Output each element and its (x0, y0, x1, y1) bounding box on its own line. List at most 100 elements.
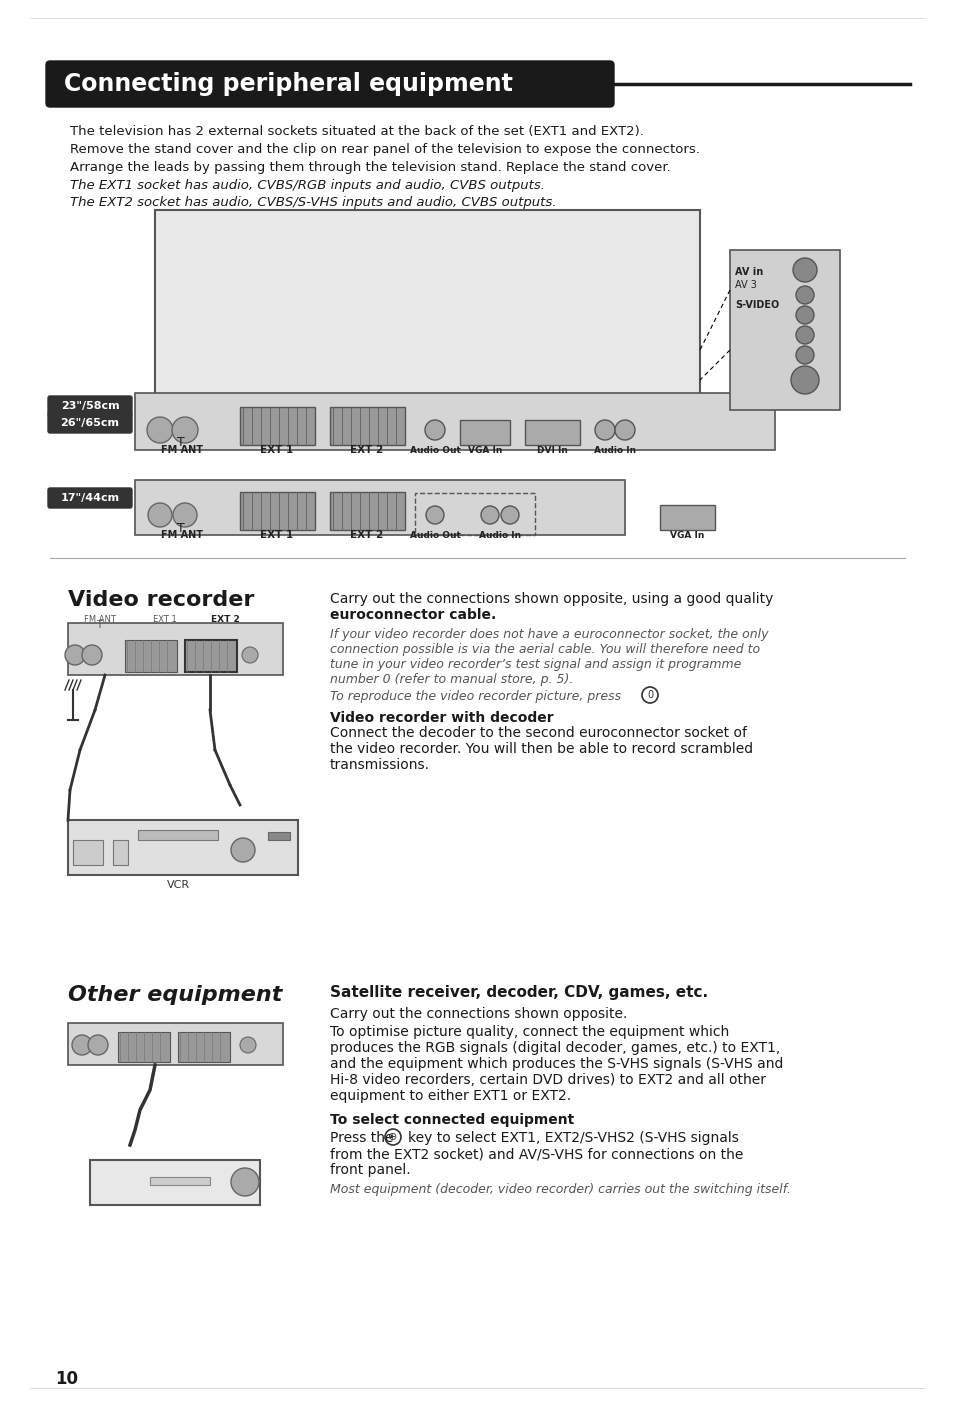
Text: connection possible is via the aerial cable. You will therefore need to: connection possible is via the aerial ca… (330, 643, 760, 656)
Text: the video recorder. You will then be able to record scrambled: the video recorder. You will then be abl… (330, 742, 752, 756)
Circle shape (240, 1037, 255, 1052)
Text: Remove the stand cover and the clip on rear panel of the television to expose th: Remove the stand cover and the clip on r… (70, 143, 700, 156)
Text: 26"/65cm: 26"/65cm (60, 419, 119, 429)
Circle shape (231, 1168, 258, 1196)
Text: Carry out the connections shown opposite.: Carry out the connections shown opposite… (330, 1007, 627, 1021)
Circle shape (82, 645, 102, 665)
Text: T: T (177, 436, 185, 450)
Bar (150, 1177, 210, 1184)
Circle shape (480, 506, 498, 524)
Text: front panel.: front panel. (330, 1163, 410, 1177)
Text: Carry out the connections shown opposite, using a good quality: Carry out the connections shown opposite… (330, 592, 773, 606)
Bar (330, 407, 405, 445)
Circle shape (71, 1035, 91, 1055)
Circle shape (65, 645, 85, 665)
Text: DVI In: DVI In (536, 445, 567, 455)
Text: key to select EXT1, EXT2/S-VHS2 (S-VHS signals: key to select EXT1, EXT2/S-VHS2 (S-VHS s… (408, 1131, 739, 1145)
Text: ⊕: ⊕ (388, 1132, 397, 1142)
Text: Audio Out: Audio Out (409, 445, 460, 455)
Circle shape (426, 506, 443, 524)
Text: euroconnector cable.: euroconnector cable. (330, 608, 496, 622)
Bar (729, 250, 840, 410)
Bar (240, 492, 314, 530)
Text: Audio In: Audio In (594, 445, 636, 455)
Circle shape (242, 646, 257, 663)
Bar (118, 1033, 170, 1062)
Bar (415, 493, 535, 535)
Text: 0: 0 (646, 690, 653, 700)
Text: number 0 (refer to manual store, p. 5).: number 0 (refer to manual store, p. 5). (330, 673, 573, 686)
Text: EXT 1: EXT 1 (260, 530, 294, 540)
Bar (240, 407, 314, 445)
Text: 10: 10 (55, 1370, 78, 1388)
Circle shape (615, 420, 635, 440)
Text: Video recorder with decoder: Video recorder with decoder (330, 711, 553, 725)
Text: Audio In: Audio In (478, 531, 520, 540)
Text: EXT 2: EXT 2 (350, 530, 383, 540)
FancyBboxPatch shape (48, 413, 132, 433)
Circle shape (792, 259, 816, 282)
Text: transmissions.: transmissions. (330, 759, 430, 771)
Text: EXT 1: EXT 1 (260, 445, 294, 455)
Text: equipment to either EXT1 or EXT2.: equipment to either EXT1 or EXT2. (330, 1089, 571, 1103)
Text: 23"/58cm: 23"/58cm (61, 400, 119, 412)
Text: EXT 2: EXT 2 (211, 615, 239, 624)
Text: EXT 2: EXT 2 (350, 445, 383, 455)
Bar (135, 393, 774, 450)
Circle shape (172, 417, 198, 443)
FancyBboxPatch shape (48, 488, 132, 509)
Circle shape (595, 420, 615, 440)
Bar (138, 830, 218, 840)
Circle shape (231, 837, 254, 863)
Bar (459, 420, 510, 445)
Text: Video recorder: Video recorder (68, 590, 254, 610)
FancyBboxPatch shape (48, 396, 132, 416)
Text: Audio Out: Audio Out (409, 531, 460, 540)
Text: Arrange the leads by passing them through the television stand. Replace the stan: Arrange the leads by passing them throug… (70, 162, 670, 174)
Circle shape (795, 287, 813, 303)
Circle shape (147, 417, 172, 443)
Text: AV 3: AV 3 (734, 280, 756, 289)
Text: To reproduce the video recorder picture, press: To reproduce the video recorder picture,… (330, 690, 620, 702)
Text: FM ANT: FM ANT (84, 615, 116, 624)
Bar (178, 1033, 230, 1062)
Text: Press the: Press the (330, 1131, 393, 1145)
Text: The television has 2 external sockets situated at the back of the set (EXT1 and : The television has 2 external sockets si… (70, 125, 643, 138)
Bar (90, 1161, 260, 1205)
Text: VGA In: VGA In (669, 531, 703, 540)
Text: S-VIDEO: S-VIDEO (734, 301, 779, 311)
Text: FM ANT: FM ANT (161, 530, 203, 540)
Text: Connecting peripheral equipment: Connecting peripheral equipment (64, 72, 513, 96)
Text: To select connected equipment: To select connected equipment (330, 1113, 574, 1127)
Circle shape (795, 306, 813, 325)
Circle shape (795, 346, 813, 364)
Text: VGA In: VGA In (467, 445, 501, 455)
Circle shape (500, 506, 518, 524)
Text: 17"/44cm: 17"/44cm (60, 493, 119, 503)
Text: EXT 1: EXT 1 (153, 615, 176, 624)
FancyBboxPatch shape (46, 60, 614, 107)
Circle shape (172, 503, 196, 527)
Bar (125, 641, 177, 672)
Circle shape (148, 503, 172, 527)
Text: FM ANT: FM ANT (161, 445, 203, 455)
Text: T: T (177, 523, 185, 535)
Text: The EXT2 socket has audio, CVBS/S-VHS inputs and audio, CVBS outputs.: The EXT2 socket has audio, CVBS/S-VHS in… (70, 197, 556, 209)
Text: AV in: AV in (734, 267, 762, 277)
Bar (135, 481, 624, 535)
Text: Hi-8 video recorders, certain DVD drives) to EXT2 and all other: Hi-8 video recorders, certain DVD drives… (330, 1073, 765, 1087)
Circle shape (795, 326, 813, 344)
Circle shape (88, 1035, 108, 1055)
Text: Connect the decoder to the second euroconnector socket of: Connect the decoder to the second euroco… (330, 726, 746, 740)
Text: T: T (96, 620, 102, 629)
Text: Other equipment: Other equipment (68, 985, 282, 1005)
Text: from the EXT2 socket) and AV/S-VHS for connections on the: from the EXT2 socket) and AV/S-VHS for c… (330, 1146, 742, 1161)
Bar (524, 420, 579, 445)
Text: VCR: VCR (166, 880, 190, 889)
Bar (330, 492, 405, 530)
Bar (68, 622, 283, 674)
Text: The EXT1 socket has audio, CVBS/RGB inputs and audio, CVBS outputs.: The EXT1 socket has audio, CVBS/RGB inpu… (70, 178, 544, 192)
Text: If your video recorder does not have a euroconnector socket, the only: If your video recorder does not have a e… (330, 628, 768, 641)
Text: and the equipment which produces the S-VHS signals (S-VHS and: and the equipment which produces the S-V… (330, 1057, 782, 1071)
Text: To optimise picture quality, connect the equipment which: To optimise picture quality, connect the… (330, 1026, 728, 1040)
